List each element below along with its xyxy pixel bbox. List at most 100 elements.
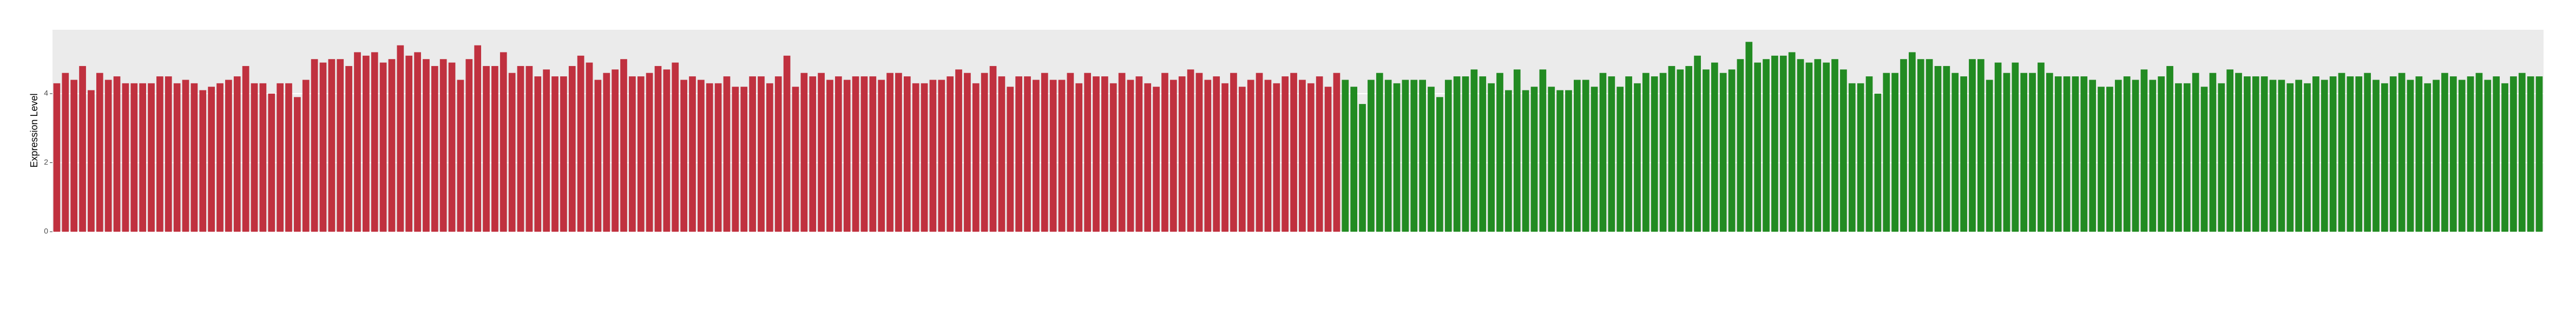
bar xyxy=(792,87,799,232)
bar xyxy=(1067,73,1074,232)
bar xyxy=(1049,80,1057,232)
bar xyxy=(860,76,868,232)
bar xyxy=(1591,87,1598,232)
bar xyxy=(1848,83,1856,232)
bar xyxy=(2527,76,2534,232)
bar xyxy=(1994,62,2002,232)
bar xyxy=(852,76,859,232)
bar xyxy=(337,59,344,232)
bar xyxy=(1737,59,1744,232)
bar xyxy=(1496,73,1503,232)
bar xyxy=(2098,87,2105,232)
bar xyxy=(1170,80,1177,232)
bar xyxy=(1651,76,1658,232)
bar xyxy=(706,83,713,232)
bar xyxy=(1204,80,1212,232)
bar xyxy=(1109,83,1117,232)
bar xyxy=(2123,76,2131,232)
bar xyxy=(508,73,516,232)
bar xyxy=(2269,80,2277,232)
bar xyxy=(483,66,490,232)
bar xyxy=(1934,66,1942,232)
bar xyxy=(2475,73,2483,232)
bar xyxy=(405,55,413,232)
bar xyxy=(1410,80,1418,232)
bar xyxy=(1719,73,1727,232)
bar xyxy=(1333,73,1340,232)
bar xyxy=(689,76,696,232)
bar xyxy=(2312,76,2319,232)
bar xyxy=(319,62,327,232)
bar xyxy=(2433,80,2440,232)
bar xyxy=(2493,76,2500,232)
bar xyxy=(2072,76,2079,232)
bar xyxy=(1282,76,1289,232)
bar xyxy=(1874,93,1882,232)
bar xyxy=(2424,83,2432,232)
bar xyxy=(1522,90,1529,232)
bar xyxy=(1144,83,1152,232)
bar xyxy=(1668,66,1675,232)
bar xyxy=(2364,73,2371,232)
bar xyxy=(2063,76,2071,232)
bar xyxy=(603,73,610,232)
bar xyxy=(2012,62,2019,232)
bar xyxy=(173,83,181,232)
bar xyxy=(233,76,241,232)
bar xyxy=(268,93,275,232)
bar xyxy=(2381,83,2388,232)
bar xyxy=(1195,73,1203,232)
bar xyxy=(818,73,825,232)
bar xyxy=(1436,97,1443,232)
bar xyxy=(2535,76,2543,232)
bar xyxy=(672,62,679,232)
bar xyxy=(79,66,86,232)
bar xyxy=(388,59,396,232)
bar xyxy=(1582,80,1589,232)
bar xyxy=(1024,76,1031,232)
bar xyxy=(2158,76,2165,232)
bar xyxy=(1694,55,1701,232)
bar xyxy=(2218,83,2225,232)
bar xyxy=(1969,59,1976,232)
bar xyxy=(1479,76,1487,232)
y-tick-label: 4 xyxy=(44,89,48,97)
bar xyxy=(2389,76,2397,232)
bar xyxy=(2038,62,2045,232)
bar xyxy=(2304,83,2311,232)
bar xyxy=(1599,73,1607,232)
bar xyxy=(1368,80,1375,232)
bar xyxy=(1350,87,1358,232)
bar xyxy=(1187,69,1194,232)
bar xyxy=(70,80,78,232)
bar xyxy=(1951,73,1959,232)
bar xyxy=(1565,90,1572,232)
bar xyxy=(2407,80,2414,232)
bar xyxy=(1462,76,1469,232)
bar xyxy=(1093,76,1100,232)
bar xyxy=(1153,87,1160,232)
bar xyxy=(1986,80,1993,232)
bar xyxy=(2415,76,2423,232)
bar xyxy=(182,80,189,232)
bar xyxy=(1831,59,1838,232)
bar xyxy=(1230,73,1237,232)
bar xyxy=(989,66,997,232)
bar xyxy=(2029,73,2036,232)
bar xyxy=(354,52,361,232)
bar xyxy=(474,45,482,232)
bar xyxy=(834,76,842,232)
bar xyxy=(2054,76,2062,232)
bar xyxy=(216,83,224,232)
bar xyxy=(732,87,739,232)
bar xyxy=(1118,73,1126,232)
y-axis-label: Expression Level xyxy=(29,93,40,167)
bar xyxy=(1556,90,1563,232)
bar xyxy=(1728,69,1736,232)
bar xyxy=(1384,80,1392,232)
bar xyxy=(491,66,498,232)
bar xyxy=(2106,87,2113,232)
bar xyxy=(1221,83,1228,232)
bar xyxy=(1763,59,1770,232)
bar xyxy=(2080,76,2088,232)
